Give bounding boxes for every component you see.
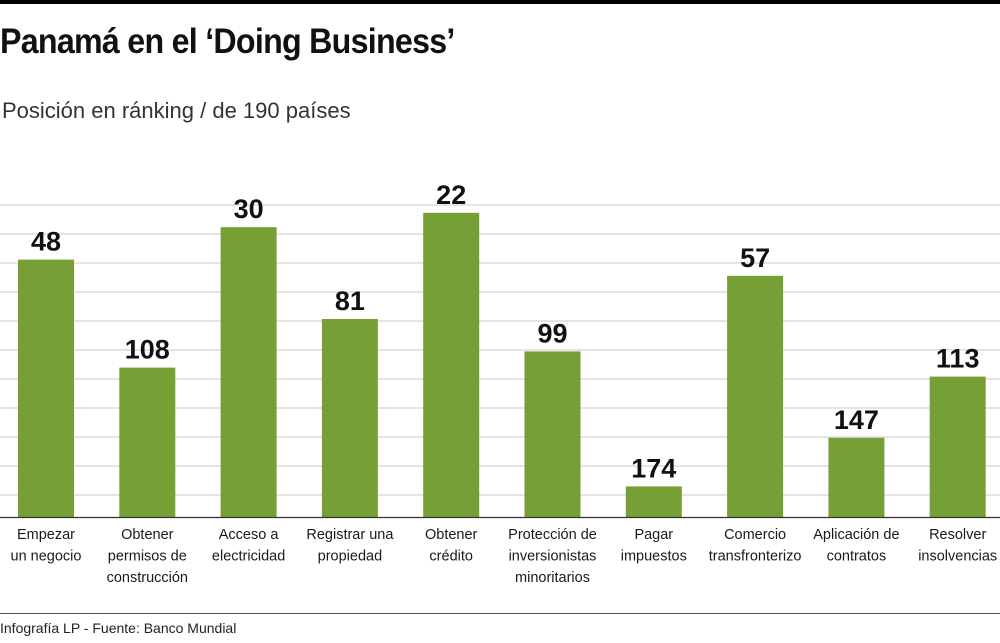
bar-2: [119, 367, 176, 517]
bar-4: [321, 319, 378, 517]
chart-subtitle: Posición en ránking / de 190 países: [2, 98, 351, 123]
bar-7: [625, 486, 682, 517]
bar-6: [524, 351, 581, 517]
bar-1: [18, 259, 74, 517]
value-label: 22: [436, 180, 466, 210]
bar-5: [423, 212, 480, 518]
value-label: 99: [537, 318, 567, 348]
category-label: Obtener permisos de construcción: [107, 527, 188, 586]
value-label: 81: [335, 286, 365, 316]
category-label: Obtener crédito: [425, 527, 478, 565]
category-label: Acceso a electricidad: [212, 527, 285, 565]
category-label: Pagar impuestos: [621, 527, 687, 565]
bar-chart: 48 Empezar un negocio 108 Obtener permisos de…: [0, 180, 1000, 586]
bar-3: [220, 227, 277, 517]
category-label: Protección de inversionistas minoritarios: [508, 527, 597, 586]
value-label: 147: [834, 405, 879, 435]
source-footer: Infografía LP - Fuente: Banco Mundial: [0, 620, 237, 636]
category-label: Empezar un negocio: [11, 527, 82, 565]
value-label: 48: [31, 227, 61, 257]
bar-10: [929, 376, 986, 517]
category-label: Comercio transfronterizo: [709, 527, 802, 565]
chart-title: Panamá en el ‘Doing Business’: [0, 22, 455, 61]
value-label: 57: [740, 243, 770, 273]
bar-9: [828, 437, 885, 517]
category-label: Resolver insolvencias: [918, 527, 997, 565]
value-label: 113: [936, 344, 980, 374]
category-label: Aplicación de contratos: [813, 527, 899, 565]
bar-8: [727, 275, 784, 517]
value-label: 108: [125, 335, 170, 365]
footer-rule: [0, 613, 1000, 614]
top-rule: [0, 0, 1000, 4]
value-label: 30: [234, 194, 264, 224]
value-label: 174: [631, 453, 676, 483]
category-label: Registrar una propiedad: [306, 527, 394, 565]
